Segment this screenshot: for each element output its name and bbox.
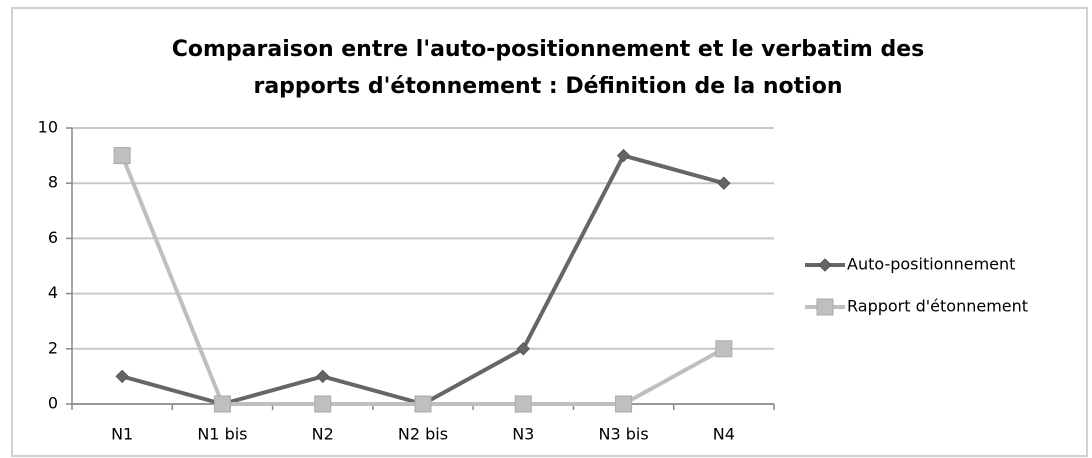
- data-point: [514, 395, 532, 413]
- y-tick-label: 10: [38, 118, 58, 137]
- x-tick-label: N1: [111, 425, 133, 444]
- legend-label: Auto-positionnement: [847, 255, 1015, 274]
- legend-marker: [818, 258, 832, 272]
- y-tick-label: 4: [48, 283, 58, 302]
- legend-marker: [816, 298, 834, 316]
- chart-title: rapports d'étonnement : Définition de la…: [253, 74, 842, 99]
- chart-frame: [11, 7, 1088, 457]
- y-tick-label: 6: [48, 228, 58, 247]
- y-tick-label: 0: [48, 394, 58, 413]
- legend-label: Rapport d'étonnement: [847, 297, 1028, 316]
- x-tick-label: N3 bis: [598, 425, 648, 444]
- y-tick-label: 2: [48, 338, 58, 357]
- data-point: [314, 395, 332, 413]
- data-point: [414, 395, 432, 413]
- chart-title: Comparaison entre l'auto-positionnement …: [172, 37, 925, 62]
- data-point: [213, 395, 231, 413]
- data-point: [316, 369, 330, 384]
- data-point: [715, 340, 733, 358]
- data-point: [115, 369, 129, 384]
- y-tick-label: 8: [48, 173, 58, 192]
- data-point: [113, 147, 131, 165]
- data-point: [516, 342, 530, 356]
- x-tick-label: N2: [312, 425, 334, 444]
- x-tick-label: N3: [512, 425, 534, 444]
- data-point: [616, 148, 631, 163]
- x-tick-label: N2 bis: [398, 425, 448, 444]
- data-point: [615, 395, 633, 413]
- data-point: [717, 176, 731, 190]
- x-tick-label: N1 bis: [197, 425, 247, 444]
- x-tick-label: N4: [713, 425, 735, 444]
